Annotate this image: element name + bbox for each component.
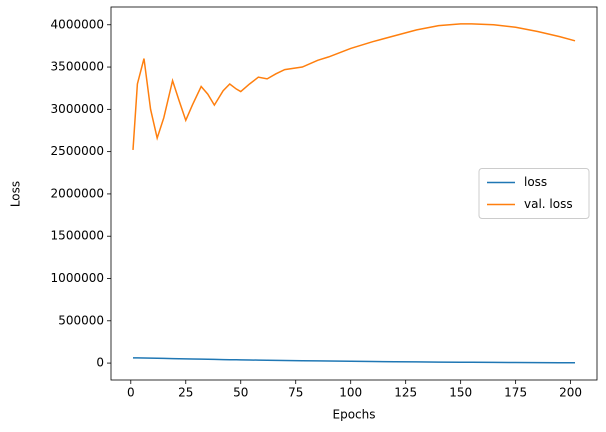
legend-label: val. loss — [524, 197, 573, 211]
x-tick-label: 0 — [127, 386, 135, 400]
line-series — [132, 357, 576, 364]
x-axis-label: Epochs — [333, 408, 376, 422]
y-tick-label: 1000000 — [51, 271, 104, 285]
y-tick-label: 500000 — [58, 313, 104, 327]
line-series — [132, 23, 576, 150]
x-tick-label: 150 — [449, 386, 472, 400]
y-tick-label: 3500000 — [51, 60, 104, 74]
y-tick-label: 2500000 — [51, 144, 104, 158]
y-axis-label: Loss — [9, 181, 23, 207]
x-tick-label: 125 — [394, 386, 417, 400]
x-tick-label: 175 — [504, 386, 527, 400]
x-tick-label: 75 — [288, 386, 303, 400]
legend: loss val. loss — [478, 168, 590, 219]
y-tick-label: 0 — [96, 356, 104, 370]
x-tick-label: 200 — [559, 386, 582, 400]
legend-label: loss — [524, 175, 547, 189]
y-tick-label: 3000000 — [51, 102, 104, 116]
x-tick-label: 100 — [339, 386, 362, 400]
y-tick-label: 1500000 — [51, 229, 104, 243]
x-tick-label: 25 — [178, 386, 193, 400]
y-tick-label: 4000000 — [51, 17, 104, 31]
plot-frame — [110, 6, 598, 381]
x-tick-label: 50 — [233, 386, 248, 400]
y-tick-label: 2000000 — [51, 186, 104, 200]
legend-box — [478, 168, 590, 219]
